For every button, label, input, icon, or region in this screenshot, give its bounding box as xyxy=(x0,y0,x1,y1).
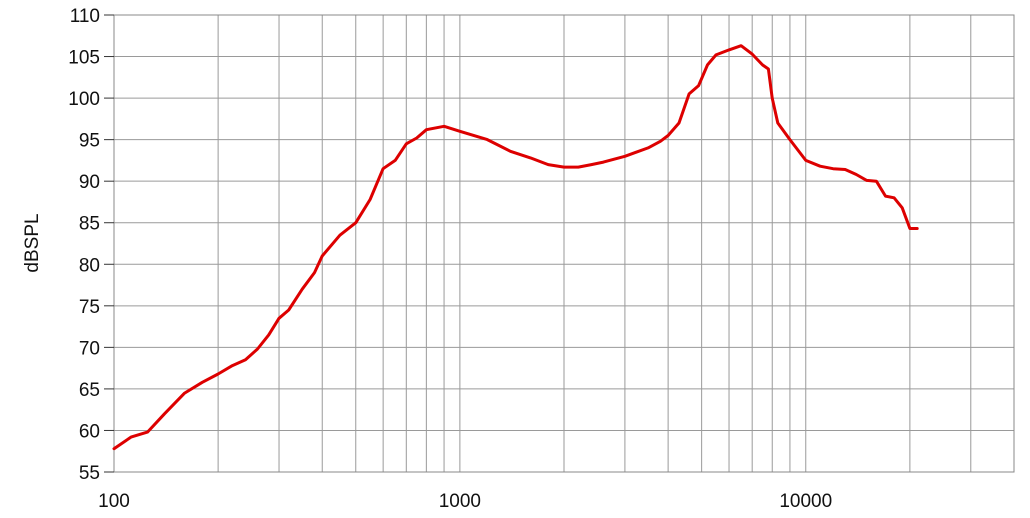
y-tick-label: 70 xyxy=(79,338,100,359)
y-tick-label: 80 xyxy=(79,255,100,276)
y-axis-label: dBSPL xyxy=(22,213,43,272)
y-tick-label: 90 xyxy=(79,172,100,193)
y-tick-label: 65 xyxy=(79,380,100,401)
y-tick-labels: 55 60 65 70 75 80 85 90 95 100 105 110 xyxy=(68,6,114,484)
x-tick-labels: 100 1000 10000 xyxy=(98,491,832,512)
series-line-1 xyxy=(112,44,919,451)
y-tick-label: 60 xyxy=(79,421,100,442)
series-layer xyxy=(112,44,919,451)
x-gridlines xyxy=(217,15,972,472)
x-tick-label: 10000 xyxy=(779,491,832,512)
x-tick-label: 1000 xyxy=(439,491,481,512)
y-tick-label: 75 xyxy=(79,297,100,318)
y-tick-label: 110 xyxy=(70,6,100,27)
x-tick-label: 100 xyxy=(98,491,130,512)
y-tick-label: 100 xyxy=(68,89,100,110)
y-tick-label: 85 xyxy=(79,214,100,235)
y-tick-label: 95 xyxy=(79,131,100,152)
y-tick-label: 55 xyxy=(79,463,100,484)
y-tick-label: 105 xyxy=(68,48,100,69)
y-gridlines xyxy=(114,56,1014,431)
plot-area-frame xyxy=(113,14,1015,473)
